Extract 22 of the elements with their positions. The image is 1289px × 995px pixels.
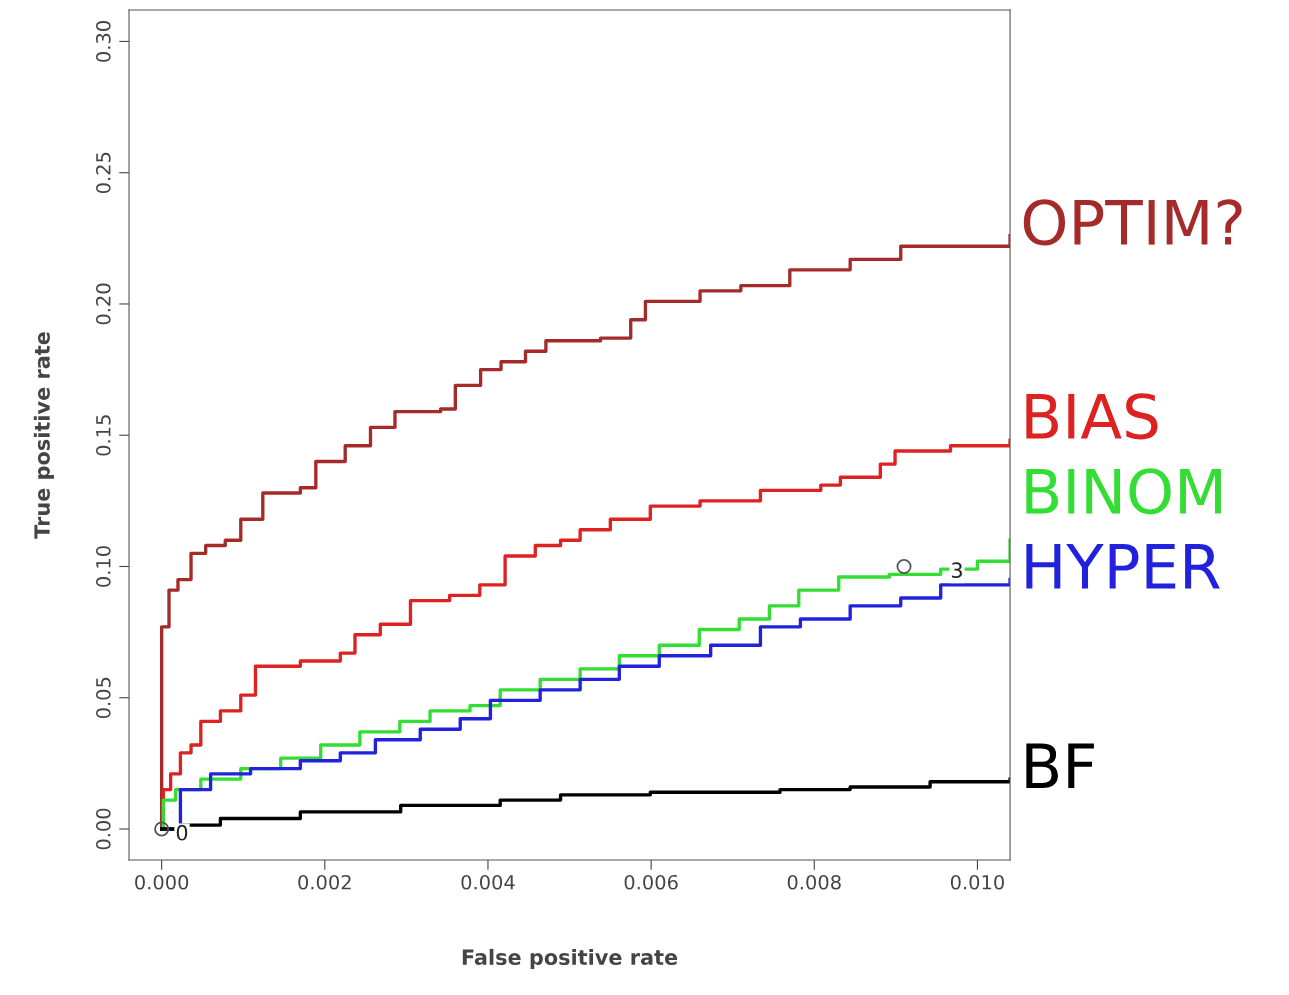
series-label: OPTIM?	[1023, 199, 1242, 246]
x-tick-label: 0.006	[624, 874, 678, 890]
y-tick-label: 0.10	[95, 546, 111, 587]
y-tick-label: 0.15	[95, 415, 111, 456]
y-axis-title: True positive rate	[33, 332, 54, 539]
x-axis-title: False positive rate	[462, 948, 678, 970]
x-tick-label: 0.008	[787, 874, 841, 890]
x-tick-label: 0.004	[461, 874, 515, 890]
series-label: BIAS	[1026, 393, 1158, 440]
annotation: 0	[176, 824, 188, 841]
y-tick-label: 0.00	[95, 808, 111, 850]
series-label: BF	[1026, 743, 1094, 789]
y-tick-label: 0.20	[95, 283, 111, 325]
y-tick-label: 0.05	[95, 677, 111, 719]
x-tick-label: 0.000	[135, 874, 189, 890]
annotation: 3	[951, 562, 962, 579]
y-tick-label: 0.25	[95, 152, 111, 194]
series-label: BINOM	[1026, 468, 1221, 515]
x-tick-label: 0.010	[950, 874, 1004, 890]
y-tick-label: 0.30	[95, 21, 111, 62]
series-label: HYPER	[1026, 543, 1220, 589]
x-tick-label: 0.002	[298, 874, 351, 890]
